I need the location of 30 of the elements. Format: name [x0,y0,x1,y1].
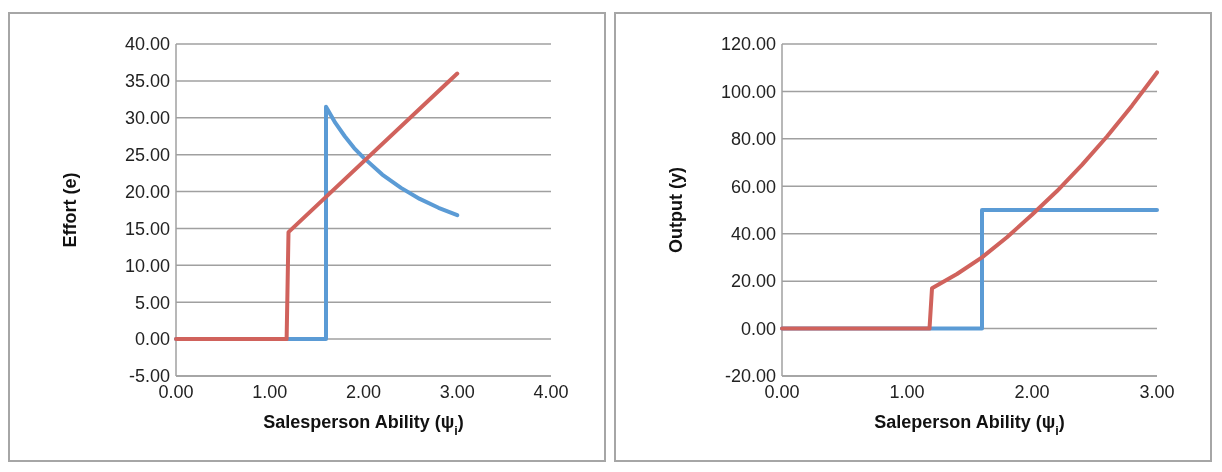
y-tick-label: 35.00 [124,71,170,92]
y-tick-label: 25.00 [124,144,170,165]
y-tick-label: 0.00 [740,318,776,339]
y-tick-label: 30.00 [124,108,170,129]
y-tick-label: 40.00 [730,224,776,245]
x-tick-label: 4.00 [533,382,569,402]
x-tick-label: 3.00 [439,382,475,402]
y-axis-title: Output (y) [666,167,686,253]
x-tick-label: 0.00 [764,382,800,402]
y-tick-label: 60.00 [730,176,776,197]
y-axis-title: Effort (e) [60,172,80,248]
y-tick-label: 80.00 [730,129,776,150]
y-tick-label: 0.00 [134,329,170,350]
x-axis-title: Salesperson Ability (ψ$_{i}$) [263,412,464,438]
y-tick-label: 100.00 [720,81,776,102]
y-tick-label: 20.00 [124,181,170,202]
y-tick-label: 10.00 [124,255,170,276]
x-tick-label: 2.00 [1014,382,1050,402]
line-series [780,70,1159,331]
y-tick-label: 40.00 [124,34,170,55]
y-tick-label: 15.00 [124,218,170,239]
x-tick-label: 1.00 [889,382,925,402]
y-tick-label: 5.00 [134,292,170,313]
x-tick-label: 2.00 [345,382,382,402]
x-tick-label: 1.00 [252,382,288,402]
x-tick-label: 0.00 [158,382,194,402]
y-tick-label: 120.00 [720,34,776,55]
x-tick-label: 3.00 [1139,382,1175,402]
x-axis-title: Saleperson Ability (ψ$_{i}$) [874,412,1065,438]
y-tick-label: 20.00 [730,271,776,292]
